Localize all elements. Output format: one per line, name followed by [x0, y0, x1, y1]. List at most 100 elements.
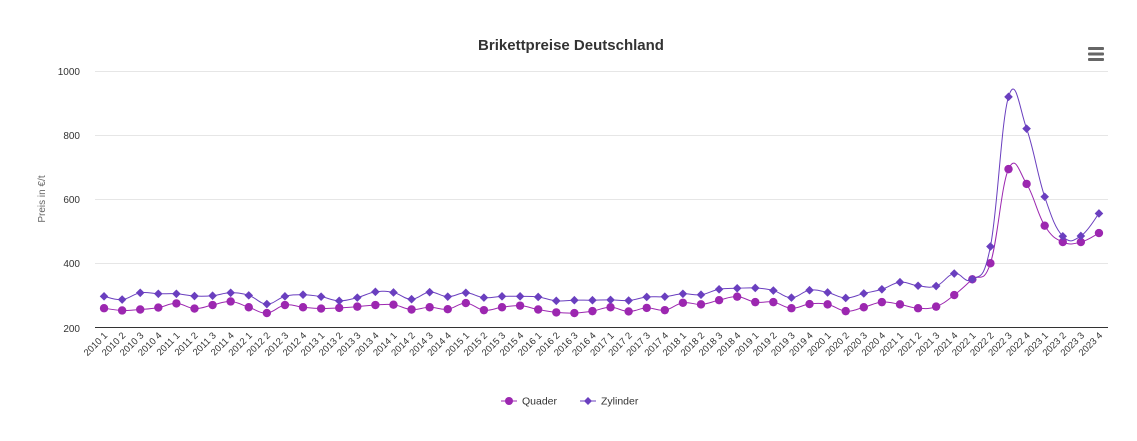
data-point-quader[interactable]	[1022, 179, 1031, 189]
data-point-zylinder[interactable]	[190, 291, 199, 301]
data-point-quader[interactable]	[1076, 237, 1086, 247]
data-point-zylinder[interactable]	[135, 288, 145, 298]
data-point-zylinder[interactable]	[262, 299, 272, 309]
data-point-quader[interactable]	[280, 300, 290, 310]
data-point-zylinder[interactable]	[479, 293, 489, 302]
data-point-zylinder[interactable]	[443, 292, 453, 301]
data-point-zylinder[interactable]	[1040, 192, 1049, 202]
data-point-quader[interactable]	[99, 304, 109, 313]
data-point-quader[interactable]	[533, 305, 543, 314]
data-point-zylinder[interactable]	[895, 277, 905, 287]
data-point-quader[interactable]	[859, 303, 868, 312]
data-point-zylinder[interactable]	[1022, 124, 1031, 133]
data-point-zylinder[interactable]	[298, 290, 308, 300]
data-point-quader[interactable]	[262, 308, 272, 318]
data-point-quader[interactable]	[552, 308, 561, 317]
legend-label-zylinder[interactable]: Zylinder	[601, 396, 639, 408]
data-point-zylinder[interactable]	[678, 289, 688, 299]
data-point-quader[interactable]	[714, 295, 724, 305]
data-point-zylinder[interactable]	[371, 287, 380, 297]
data-point-zylinder[interactable]	[805, 285, 814, 295]
data-point-zylinder[interactable]	[389, 288, 398, 297]
data-point-quader[interactable]	[172, 299, 181, 308]
data-point-quader[interactable]	[497, 303, 507, 312]
data-point-zylinder[interactable]	[1004, 92, 1013, 102]
data-point-quader[interactable]	[660, 305, 670, 315]
data-point-quader[interactable]	[787, 304, 796, 313]
data-point-quader[interactable]	[642, 303, 651, 313]
data-point-zylinder[interactable]	[172, 289, 181, 299]
data-point-quader[interactable]	[371, 300, 380, 310]
chart-menu-button[interactable]	[1082, 42, 1110, 66]
data-point-quader[interactable]	[425, 303, 434, 312]
data-point-zylinder[interactable]	[515, 292, 525, 301]
data-point-quader[interactable]	[117, 306, 127, 315]
data-point-quader[interactable]	[877, 297, 887, 307]
legend-label-quader[interactable]: Quader	[522, 396, 558, 408]
data-point-quader[interactable]	[1004, 164, 1013, 174]
data-point-zylinder[interactable]	[732, 284, 742, 293]
data-point-zylinder[interactable]	[117, 295, 127, 304]
hamburger-menu-icon[interactable]	[1088, 47, 1104, 61]
data-point-zylinder[interactable]	[968, 275, 977, 284]
data-point-quader[interactable]	[515, 301, 525, 310]
data-point-zylinder[interactable]	[931, 281, 941, 291]
data-point-quader[interactable]	[913, 304, 923, 313]
data-point-zylinder[interactable]	[606, 295, 615, 305]
data-point-quader[interactable]	[136, 305, 145, 314]
data-point-zylinder[interactable]	[588, 295, 597, 305]
data-point-zylinder[interactable]	[154, 289, 163, 299]
data-point-quader[interactable]	[624, 307, 633, 316]
data-point-quader[interactable]	[479, 305, 489, 315]
data-point-quader[interactable]	[1094, 228, 1104, 238]
data-point-zylinder[interactable]	[624, 296, 633, 305]
data-point-zylinder[interactable]	[352, 293, 362, 302]
data-point-quader[interactable]	[678, 298, 688, 307]
data-point-quader[interactable]	[570, 308, 579, 318]
data-point-zylinder[interactable]	[407, 294, 416, 304]
data-point-zylinder[interactable]	[1058, 231, 1068, 241]
data-point-quader[interactable]	[461, 298, 471, 308]
data-point-zylinder[interactable]	[570, 295, 579, 305]
data-point-quader[interactable]	[732, 292, 742, 301]
data-point-zylinder[interactable]	[425, 287, 434, 297]
data-point-zylinder[interactable]	[714, 284, 724, 294]
data-point-quader[interactable]	[696, 300, 706, 309]
data-point-zylinder[interactable]	[533, 292, 543, 302]
data-point-quader[interactable]	[841, 306, 850, 316]
data-point-quader[interactable]	[190, 304, 199, 313]
data-point-quader[interactable]	[335, 303, 344, 313]
data-point-zylinder[interactable]	[244, 291, 254, 300]
legend-item-quader[interactable]: Quader	[501, 396, 558, 408]
data-point-quader[interactable]	[805, 299, 814, 309]
data-point-quader[interactable]	[244, 303, 253, 312]
data-point-quader[interactable]	[931, 302, 941, 311]
data-point-quader[interactable]	[986, 259, 995, 268]
data-point-quader[interactable]	[588, 306, 597, 316]
data-point-quader[interactable]	[298, 303, 308, 312]
data-point-zylinder[interactable]	[497, 292, 507, 301]
data-point-zylinder[interactable]	[913, 281, 923, 291]
data-point-quader[interactable]	[1040, 221, 1049, 230]
data-point-quader[interactable]	[226, 297, 235, 306]
data-point-zylinder[interactable]	[769, 286, 778, 295]
data-point-zylinder[interactable]	[208, 291, 217, 300]
data-point-quader[interactable]	[606, 303, 615, 312]
data-point-quader[interactable]	[389, 300, 398, 309]
data-point-zylinder[interactable]	[461, 288, 471, 298]
data-point-quader[interactable]	[154, 303, 163, 312]
data-point-quader[interactable]	[751, 297, 760, 307]
data-point-zylinder[interactable]	[551, 296, 561, 306]
data-point-quader[interactable]	[208, 300, 217, 310]
data-point-zylinder[interactable]	[949, 269, 959, 278]
data-point-zylinder[interactable]	[334, 296, 344, 306]
data-point-zylinder[interactable]	[642, 292, 652, 302]
data-point-zylinder[interactable]	[787, 293, 796, 302]
data-point-zylinder[interactable]	[823, 288, 832, 297]
data-point-zylinder[interactable]	[99, 292, 109, 301]
data-point-zylinder[interactable]	[859, 289, 869, 298]
data-point-quader[interactable]	[769, 297, 778, 307]
data-point-zylinder[interactable]	[316, 292, 326, 301]
data-point-zylinder[interactable]	[280, 292, 290, 301]
data-point-zylinder[interactable]	[986, 242, 995, 251]
